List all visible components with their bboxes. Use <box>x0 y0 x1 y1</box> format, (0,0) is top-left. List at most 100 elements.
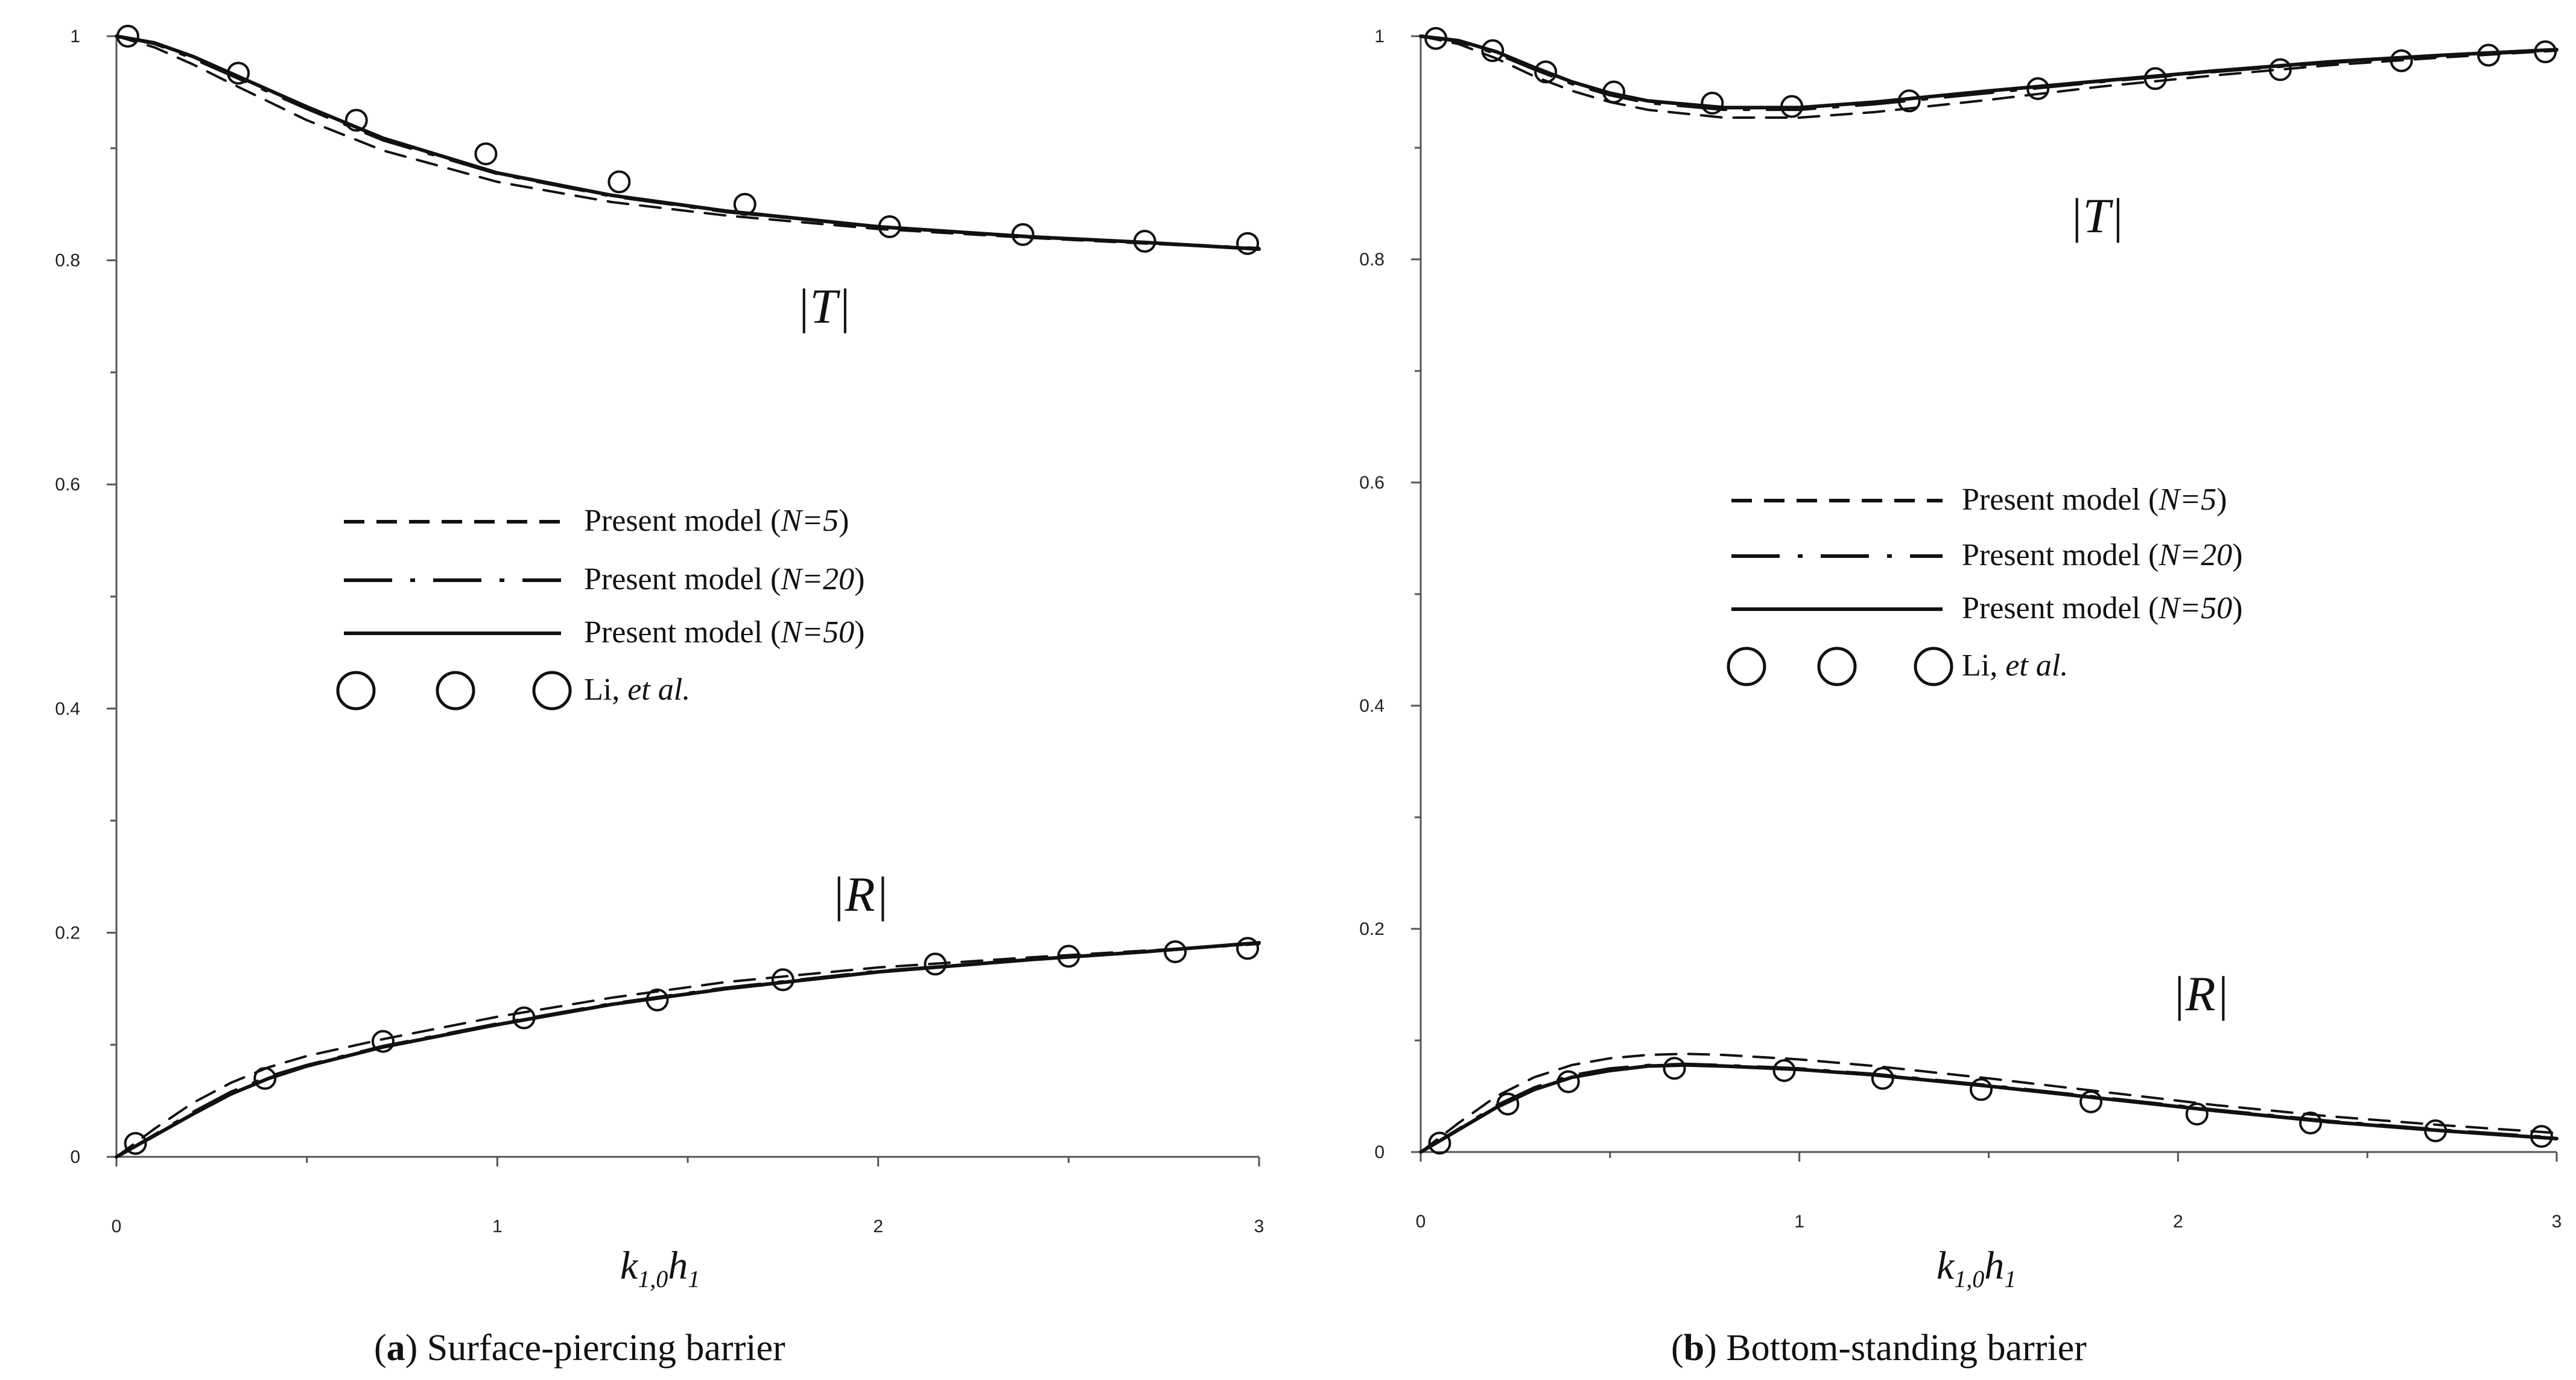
x-tick-label: 3 <box>2552 1212 2562 1232</box>
data-marker <box>1011 223 1035 246</box>
series-line <box>1420 1052 2558 1153</box>
y-tick-label: 1 <box>70 27 80 46</box>
data-marker <box>1133 230 1156 253</box>
legend-b-n5-suffix: ) <box>2216 483 2227 517</box>
legend-b-n20-prefix: Present model ( <box>1962 538 2159 572</box>
panel-a-legend: Present model (N=5) Present model (N=20)… <box>336 504 864 711</box>
data-marker <box>2424 1119 2448 1142</box>
data-marker <box>1602 80 1626 104</box>
y-tick-label: 0.8 <box>55 251 80 271</box>
legend-a-marker-2 <box>436 671 475 711</box>
panel-b-caption-open: ( <box>1671 1328 1684 1369</box>
data-marker <box>2143 67 2167 90</box>
y-tick-label: 0.4 <box>1359 696 1385 716</box>
panel-b-legend: Present model (N=5) Present model (N=20)… <box>1727 483 2242 686</box>
legend-b-li-plain: Li, <box>1962 648 2005 683</box>
data-marker <box>2477 43 2501 67</box>
legend-a-marker-1 <box>336 671 376 711</box>
y-tick-label: 0.4 <box>55 699 80 719</box>
panel-a-xlabel: k1,0h1 <box>620 1244 700 1293</box>
panel-a-caption: (a) Surface-piercing barrier <box>374 1328 785 1369</box>
data-marker <box>1772 1059 1796 1082</box>
y-tick-label: 0.6 <box>1359 473 1385 493</box>
panel-a-caption-open: ( <box>374 1328 387 1369</box>
legend-a-n5-suffix: ) <box>839 504 849 538</box>
data-marker <box>878 215 901 238</box>
data-marker <box>2268 58 2292 81</box>
data-marker <box>2079 1090 2102 1113</box>
panel-a-xlabel-sub1: 1,0 <box>638 1265 668 1293</box>
data-marker <box>116 25 139 48</box>
legend-a-label-n5: Present model (N=5) <box>584 504 849 538</box>
data-marker <box>1428 1132 1451 1155</box>
legend-b-marker-2 <box>1817 647 1857 686</box>
panel-a-caption-letter: a <box>387 1328 405 1369</box>
data-marker <box>1481 39 1505 63</box>
series-line <box>115 34 1261 251</box>
panel-a-xlabel-h: h <box>668 1244 688 1288</box>
y-tick-label: 0.2 <box>55 923 80 943</box>
x-tick-label: 0 <box>112 1217 122 1236</box>
legend-a-label-n50: Present model (N=50) <box>584 615 864 650</box>
legend-a-n5-prefix: Present model ( <box>584 504 781 538</box>
series-line <box>115 943 1260 1158</box>
panel-b-caption: (b) Bottom-standing barrier <box>1671 1328 2087 1369</box>
panel-a-T-annotation: |T| <box>796 279 851 334</box>
data-marker <box>253 1066 277 1090</box>
legend-a-label-li: Li, et al. <box>584 673 690 707</box>
data-marker <box>1496 1092 1520 1116</box>
legend-b-marker-1 <box>1727 647 1766 686</box>
panel-b-R-annotation: |R| <box>2172 966 2229 1021</box>
data-marker <box>1164 940 1187 963</box>
legend-b-n50-suffix: ) <box>2232 591 2242 625</box>
data-marker <box>1236 937 1260 960</box>
legend-a-n50-prefix: Present model ( <box>584 615 781 650</box>
data-marker <box>1236 232 1260 255</box>
legend-a-n20-suffix: ) <box>854 562 864 597</box>
data-marker <box>1556 1070 1580 1094</box>
panel-b-xlabel-sub1: 1,0 <box>1954 1265 1984 1293</box>
legend-b-n20-name: N=20 <box>2158 538 2232 572</box>
data-marker <box>344 109 368 132</box>
data-marker <box>771 968 795 992</box>
data-marker <box>1701 92 1724 115</box>
legend-b-n20-suffix: ) <box>2232 538 2242 572</box>
legend-a-n20-name: N=20 <box>780 562 854 597</box>
data-marker <box>1534 60 1558 84</box>
data-marker <box>733 192 757 216</box>
data-marker <box>2026 77 2050 100</box>
series-line <box>115 35 1260 250</box>
panel-b-T-annotation: |T| <box>2069 188 2124 243</box>
series-line <box>1419 1063 2559 1154</box>
data-marker <box>124 1132 147 1155</box>
data-marker <box>646 988 669 1011</box>
series-line <box>115 943 1260 1158</box>
y-tick-label: 0.8 <box>1359 250 1385 270</box>
data-marker <box>1780 95 1804 118</box>
data-marker <box>1897 89 1921 113</box>
data-marker <box>371 1030 395 1053</box>
legend-a-n50-name: N=50 <box>780 615 854 650</box>
panel-b-xlabel-h: h <box>1984 1244 2004 1288</box>
legend-a-n50-suffix: ) <box>854 615 864 650</box>
legend-b-n5-name: N=5 <box>2158 483 2216 517</box>
panel-a-xlabel-k: k <box>620 1244 639 1288</box>
panel-bottom-standing: 0 0.2 0.4 0.6 0.8 1 0 1 2 3 <box>1359 27 2562 1232</box>
y-tick-label: 0.6 <box>55 475 80 495</box>
series-line <box>1420 1062 2558 1153</box>
y-tick-label: 0.2 <box>1359 919 1385 939</box>
y-tick-label: 0 <box>1374 1142 1385 1162</box>
legend-b-n50-name: N=50 <box>2158 591 2232 625</box>
legend-b-n50-prefix: Present model ( <box>1962 591 2159 625</box>
x-tick-label: 1 <box>1794 1212 1804 1232</box>
legend-a-n20-prefix: Present model ( <box>584 562 781 597</box>
panel-surface-piercing: 0 0.2 0.4 0.6 0.8 1 0 1 2 3 <box>55 25 1264 1236</box>
data-marker <box>2534 40 2557 63</box>
x-tick-label: 2 <box>2173 1212 2183 1232</box>
legend-a-n5-name: N=5 <box>780 504 839 538</box>
panel-a-xlabel-sub2: 1 <box>688 1265 700 1293</box>
panel-b-xlabel: k1,0h1 <box>1937 1244 2016 1293</box>
series-line <box>1419 34 2559 110</box>
data-marker <box>2390 49 2413 72</box>
